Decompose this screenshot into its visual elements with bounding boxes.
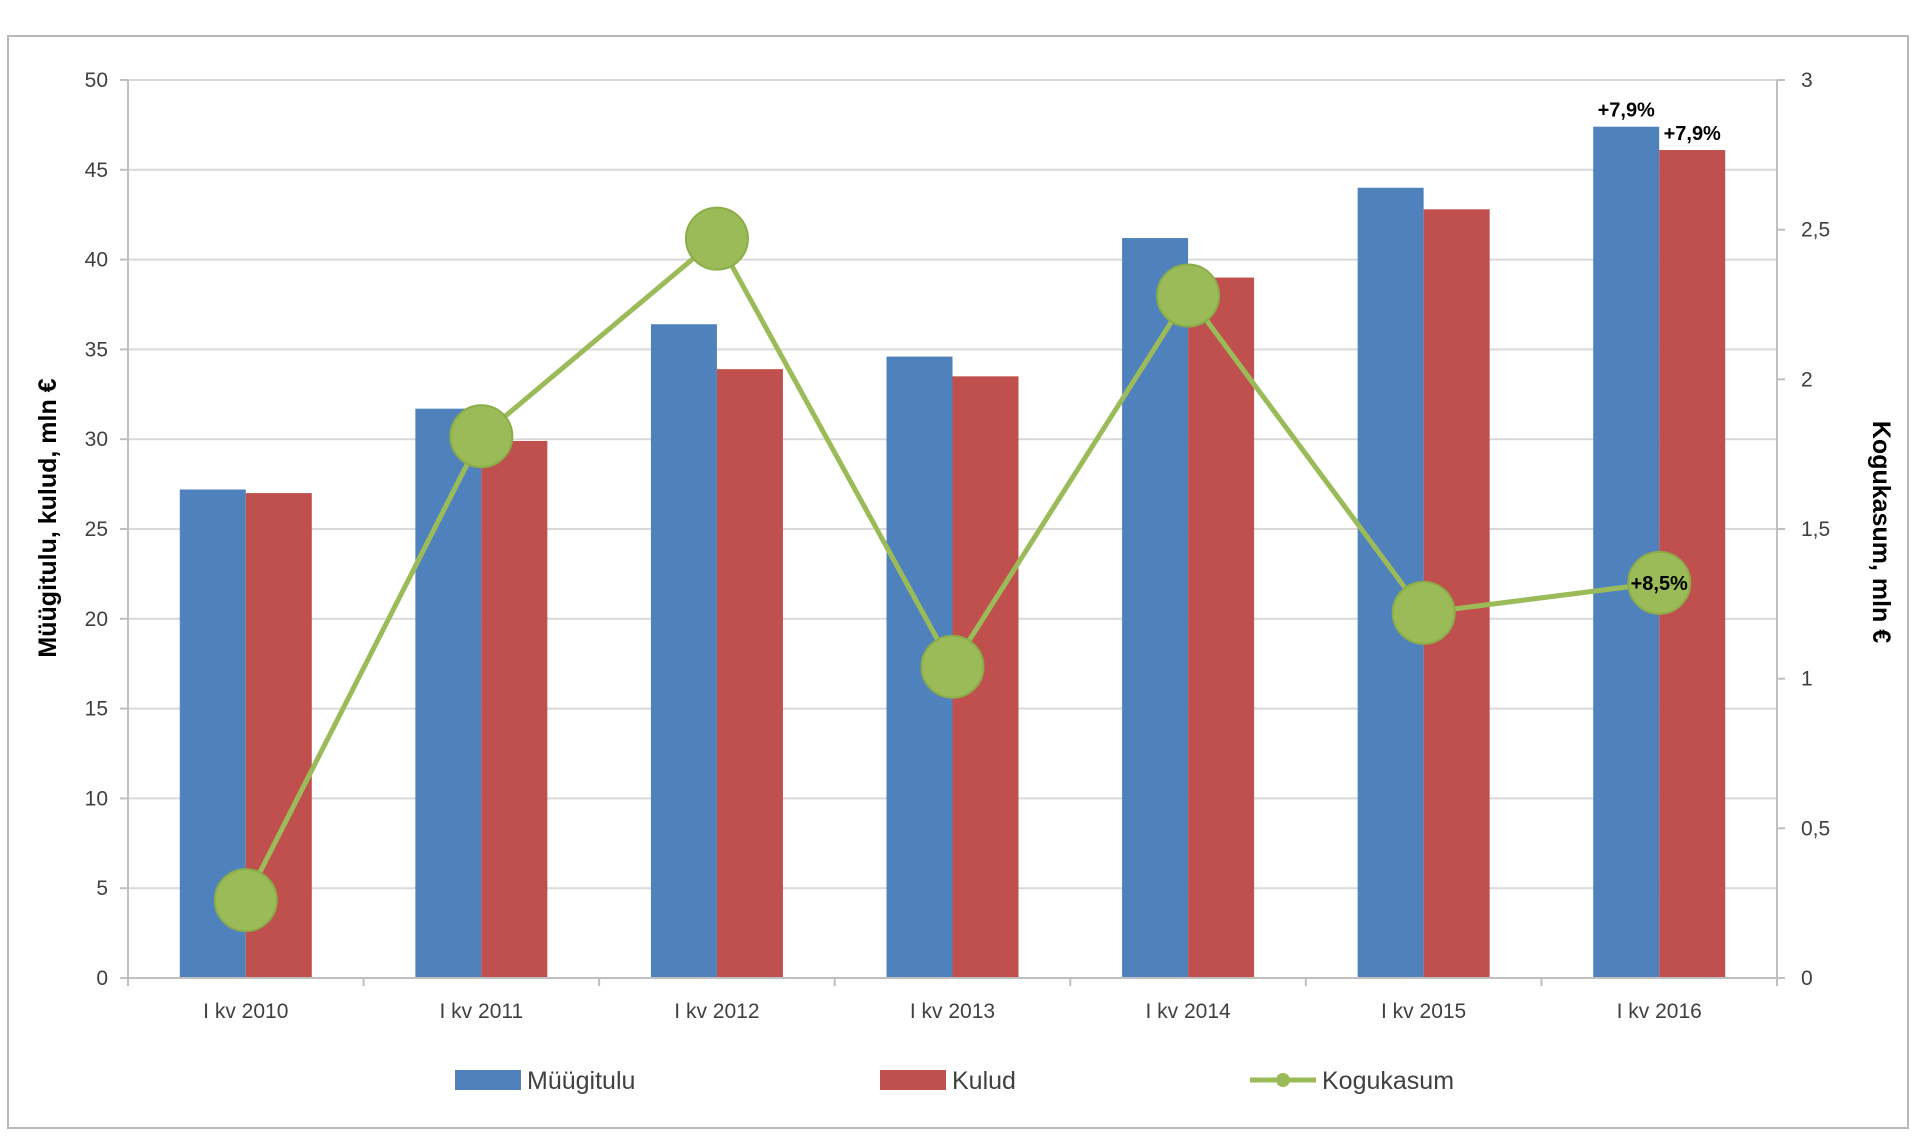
y-tick-label: 40 (85, 249, 108, 272)
data-labels: +7,9% +7,9% +8,5% (1598, 100, 1721, 595)
y-axis-title: Müügitulu, kulud, mln € (34, 378, 62, 657)
y-tick-label: 0 (96, 967, 108, 990)
gridlines (128, 79, 1777, 890)
legend-label-kogukasum: Kogukasum (1322, 1067, 1454, 1095)
line-series (213, 206, 1692, 933)
bar-kulud (1188, 277, 1255, 978)
y-tick-label: 10 (85, 787, 108, 810)
bar-müügitulu (650, 324, 717, 979)
x-tick-label: I kv 2011 (440, 1000, 524, 1023)
y2-tick-label: 2 (1801, 368, 1813, 391)
point-kogukasum (213, 868, 278, 933)
annotation-label: +8,5% (1631, 573, 1688, 595)
y2-tick-label: 3 (1801, 69, 1813, 92)
y-tick-label: 50 (85, 69, 108, 92)
point-kogukasum (920, 634, 985, 699)
y2-tick-label: 0,5 (1801, 817, 1830, 840)
annotation-label: +7,9% (1664, 123, 1721, 145)
legend: Müügitulu Kulud Kogukasum (455, 1067, 1454, 1095)
y-tick-label: 20 (85, 608, 108, 631)
bar-müügitulu (1122, 238, 1189, 979)
y2-axis-title: Kogukasum, mln € (1867, 421, 1895, 643)
x-tick-label: I kv 2015 (1381, 1000, 1466, 1023)
y-tick-label: 45 (85, 159, 108, 182)
y-tick-label: 5 (96, 877, 108, 900)
point-kogukasum (1627, 550, 1692, 615)
y-tick-label: 25 (85, 518, 108, 541)
y2-tick-label: 0 (1801, 967, 1813, 990)
legend-label-müügitulu: Müügitulu (527, 1067, 635, 1095)
annotation-label: +7,9% (1598, 100, 1655, 122)
y-tick-label: 35 (85, 338, 108, 361)
y-tick-label: 30 (85, 428, 108, 451)
legend-swatch-kulud (880, 1070, 946, 1090)
point-kogukasum (684, 206, 749, 271)
x-tick-label: I kv 2012 (674, 1000, 759, 1023)
axes (120, 79, 1785, 986)
y2-tick-label: 1,5 (1801, 518, 1830, 541)
bar-müügitulu (1593, 126, 1660, 979)
legend-swatch-müügitulu (455, 1070, 521, 1090)
bar-series (179, 126, 1726, 979)
bar-kulud (481, 440, 548, 979)
x-tick-label: I kv 2010 (203, 1000, 288, 1023)
x-tick-label: I kv 2013 (910, 1000, 995, 1023)
y2-tick-label: 1 (1801, 668, 1813, 691)
point-kogukasum (449, 404, 514, 469)
y-tick-label: 15 (85, 698, 108, 721)
legend-marker-kogukasum (1276, 1073, 1290, 1087)
point-kogukasum (1391, 580, 1456, 645)
point-kogukasum (1156, 263, 1221, 328)
y2-tick-label: 2,5 (1801, 219, 1830, 242)
tick-labels: 0 5 10 15 20 25 30 35 40 45 50 0 0,5 1 1,5 2 2,5 3 I kv 20… (85, 69, 1831, 1023)
x-tick-label: I kv 2016 (1617, 1000, 1702, 1023)
x-tick-label: I kv 2014 (1145, 1000, 1231, 1023)
legend-label-kulud: Kulud (952, 1067, 1016, 1095)
bar-müügitulu (415, 408, 482, 979)
bar-kulud (716, 369, 783, 978)
